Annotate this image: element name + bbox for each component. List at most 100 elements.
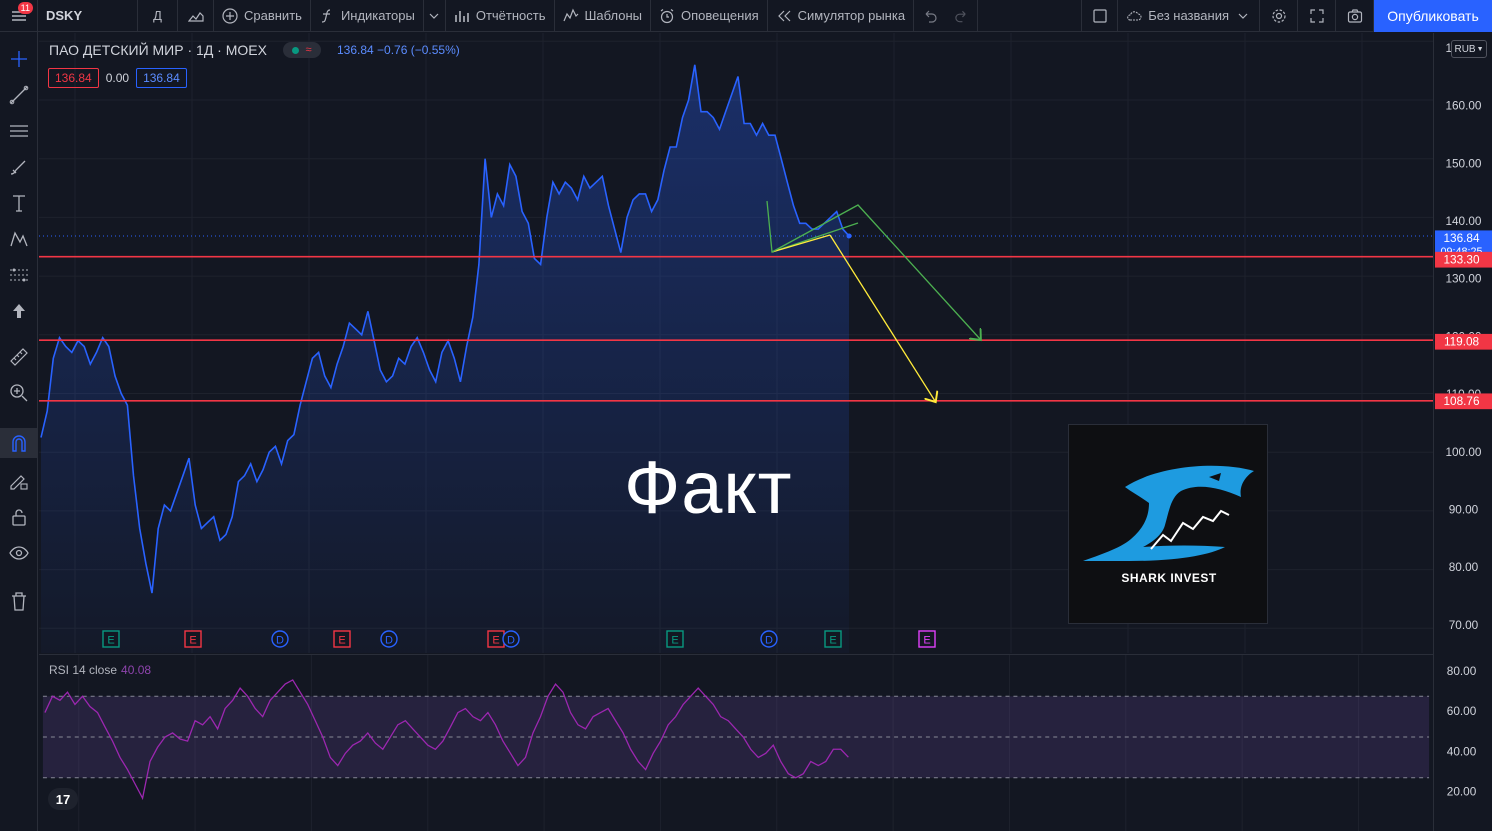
top-toolbar: 11 DSKY Д Сравнить Индикаторы Отчётность…	[0, 0, 1492, 32]
compare-label: Сравнить	[244, 8, 302, 23]
reports-button[interactable]: Отчётность	[446, 0, 555, 32]
hide-drawings-tool[interactable]	[0, 538, 38, 568]
parallel-lines-icon	[10, 125, 28, 137]
text-tool[interactable]	[0, 188, 38, 218]
event-marker[interactable]: E	[918, 630, 936, 648]
event-marker[interactable]: D	[271, 630, 289, 648]
area-chart-icon	[187, 11, 204, 22]
rsi-title[interactable]: RSI 14 close	[49, 663, 118, 677]
forecast-icon	[10, 268, 28, 282]
price-axis[interactable]: 170.00160.00150.00140.00130.00120.00110.…	[1433, 33, 1492, 831]
rsi-tick: 40.00	[1447, 745, 1477, 758]
buy-button[interactable]: 136.84	[136, 68, 187, 88]
undo-icon	[925, 10, 937, 23]
chevron-down-icon	[429, 13, 439, 19]
triangle-pattern-lower	[771, 234, 831, 253]
redo-button[interactable]	[946, 0, 979, 32]
cloud-icon	[1127, 10, 1142, 21]
zoom-tool[interactable]	[0, 378, 38, 408]
icons-tool[interactable]	[0, 296, 38, 326]
event-marker[interactable]: E	[102, 630, 120, 648]
snapshot-button[interactable]	[1336, 0, 1374, 32]
price-tick: 140.00	[1445, 215, 1481, 228]
layout-select-button[interactable]	[1082, 0, 1119, 32]
symbol-title[interactable]: ПАО ДЕТСКИЙ МИР · 1Д · MOEX	[49, 42, 267, 58]
interval-button[interactable]: Д	[138, 0, 178, 32]
horizontal-lines-tool[interactable]	[0, 116, 38, 146]
templates-button[interactable]: Шаблоны	[555, 0, 652, 32]
trendline-icon	[9, 85, 29, 105]
function-icon	[321, 8, 331, 23]
compare-button[interactable]: Сравнить	[214, 0, 311, 32]
camera-icon	[1347, 8, 1362, 23]
trendline-tool[interactable]	[0, 80, 38, 110]
replay-button[interactable]: Симулятор рынка	[768, 0, 915, 32]
shark-invest-logo: SHARK INVEST	[1068, 424, 1268, 624]
rewind-icon	[777, 10, 791, 21]
main-menu-button[interactable]: 11	[0, 0, 38, 32]
chart-type-button[interactable]	[178, 0, 214, 32]
shark-icon	[1083, 465, 1254, 561]
event-letter: E	[923, 635, 930, 647]
prediction-tool[interactable]	[0, 260, 38, 290]
crosshair-icon	[11, 51, 27, 67]
crosshair-tool[interactable]	[0, 44, 38, 74]
event-letter: D	[507, 635, 515, 647]
event-marker[interactable]: D	[380, 630, 398, 648]
symbol-search-button[interactable]: DSKY	[38, 0, 138, 32]
remove-drawings-tool[interactable]	[0, 586, 38, 616]
rsi-tick: 80.00	[1447, 665, 1477, 678]
magnet-tool[interactable]	[0, 428, 38, 458]
chevron-down-icon: ▼	[1476, 45, 1484, 53]
event-marker[interactable]: E	[824, 630, 842, 648]
fullscreen-button[interactable]	[1298, 0, 1336, 32]
pattern-icon	[10, 231, 28, 247]
alerts-button[interactable]: Оповещения	[651, 0, 768, 32]
quote-change: 136.84 −0.76 (−0.55%)	[336, 43, 460, 57]
event-letter: E	[829, 635, 836, 647]
event-marker[interactable]: E	[487, 630, 505, 648]
rsi-tick: 60.00	[1447, 705, 1477, 718]
event-marker[interactable]: E	[333, 630, 351, 648]
event-letter: D	[276, 635, 284, 647]
magnet-icon	[12, 435, 26, 452]
event-marker[interactable]: E	[666, 630, 684, 648]
horizontal-levels	[39, 255, 1433, 402]
trash-icon	[12, 592, 26, 611]
market-status-toggle[interactable]: ≈	[282, 42, 321, 58]
level-tag	[1434, 251, 1492, 268]
tradingview-logo[interactable]: 17	[48, 788, 78, 810]
current-price-label: 136.84	[1444, 232, 1480, 245]
event-letter: D	[385, 635, 393, 647]
market-open-dot	[292, 46, 300, 54]
event-letter: E	[189, 635, 196, 647]
event-letter: E	[338, 635, 345, 647]
templates-label: Шаблоны	[584, 8, 643, 23]
settings-button[interactable]	[1260, 0, 1298, 32]
fact-annotation: Факт	[624, 446, 793, 529]
price-tick: 90.00	[1449, 503, 1479, 516]
currency-select[interactable]: RUB ▼	[1451, 40, 1487, 58]
ruler-tool[interactable]	[0, 342, 38, 372]
lock-drawings-tool[interactable]	[0, 502, 38, 532]
stay-in-drawing-tool[interactable]	[0, 466, 38, 496]
pattern-tool[interactable]	[0, 224, 38, 254]
event-marker[interactable]: E	[184, 630, 202, 648]
level-tag	[1434, 333, 1492, 350]
currency-label: RUB	[1454, 43, 1476, 55]
brush-tool[interactable]	[0, 152, 38, 182]
event-marker[interactable]: D	[502, 630, 520, 648]
event-marker[interactable]: D	[760, 630, 778, 648]
fullscreen-icon	[1309, 8, 1324, 23]
green-forecast-arrow	[771, 204, 980, 339]
undo-button[interactable]	[914, 0, 946, 32]
rsi-pane[interactable]	[39, 654, 1433, 831]
layout-name-button[interactable]: Без названия	[1118, 0, 1260, 32]
indicators-button[interactable]: Индикаторы	[311, 0, 424, 32]
sell-button[interactable]: 136.84	[48, 68, 99, 88]
indicators-dropdown[interactable]	[424, 0, 446, 32]
lock-icon	[12, 509, 26, 526]
level-label: 119.08	[1444, 336, 1480, 349]
publish-button[interactable]: Опубликовать	[1374, 0, 1492, 32]
